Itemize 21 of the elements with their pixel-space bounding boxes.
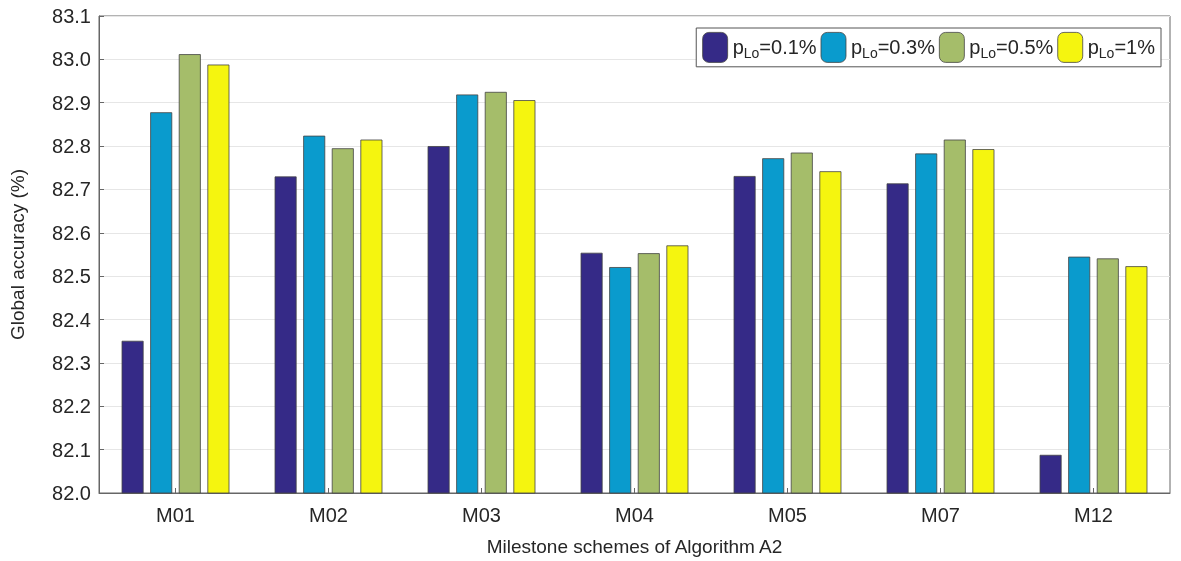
- y-tick-label: 82.8: [52, 135, 91, 158]
- y-tick-label: 82.0: [52, 482, 91, 504]
- y-tick-label: 82.2: [52, 395, 91, 418]
- y-tick-label: 83.0: [52, 48, 91, 71]
- y-tick-label: 82.9: [52, 91, 91, 114]
- x-tick-label: M02: [309, 504, 348, 526]
- y-tick-label: 82.3: [52, 351, 91, 374]
- y-axis-title: Global accuracy (%): [7, 168, 28, 341]
- x-tick-label: M03: [462, 504, 501, 526]
- x-axis-title: Milestone schemes of Algorithm A2: [486, 536, 783, 557]
- y-tick-label: 82.7: [52, 178, 91, 201]
- x-tick-label: M12: [1074, 504, 1113, 526]
- y-tick-label: 82.1: [52, 438, 91, 461]
- x-tick-label: M07: [921, 504, 960, 526]
- y-tick-label: 83.1: [52, 5, 91, 27]
- y-tick-label: 82.4: [52, 308, 91, 331]
- x-tick-label: M05: [768, 504, 807, 526]
- x-tick-label: M04: [615, 504, 654, 526]
- x-tick-label: M01: [156, 504, 195, 526]
- y-tick-label: 82.6: [52, 221, 91, 244]
- y-tick-label: 82.5: [52, 265, 91, 288]
